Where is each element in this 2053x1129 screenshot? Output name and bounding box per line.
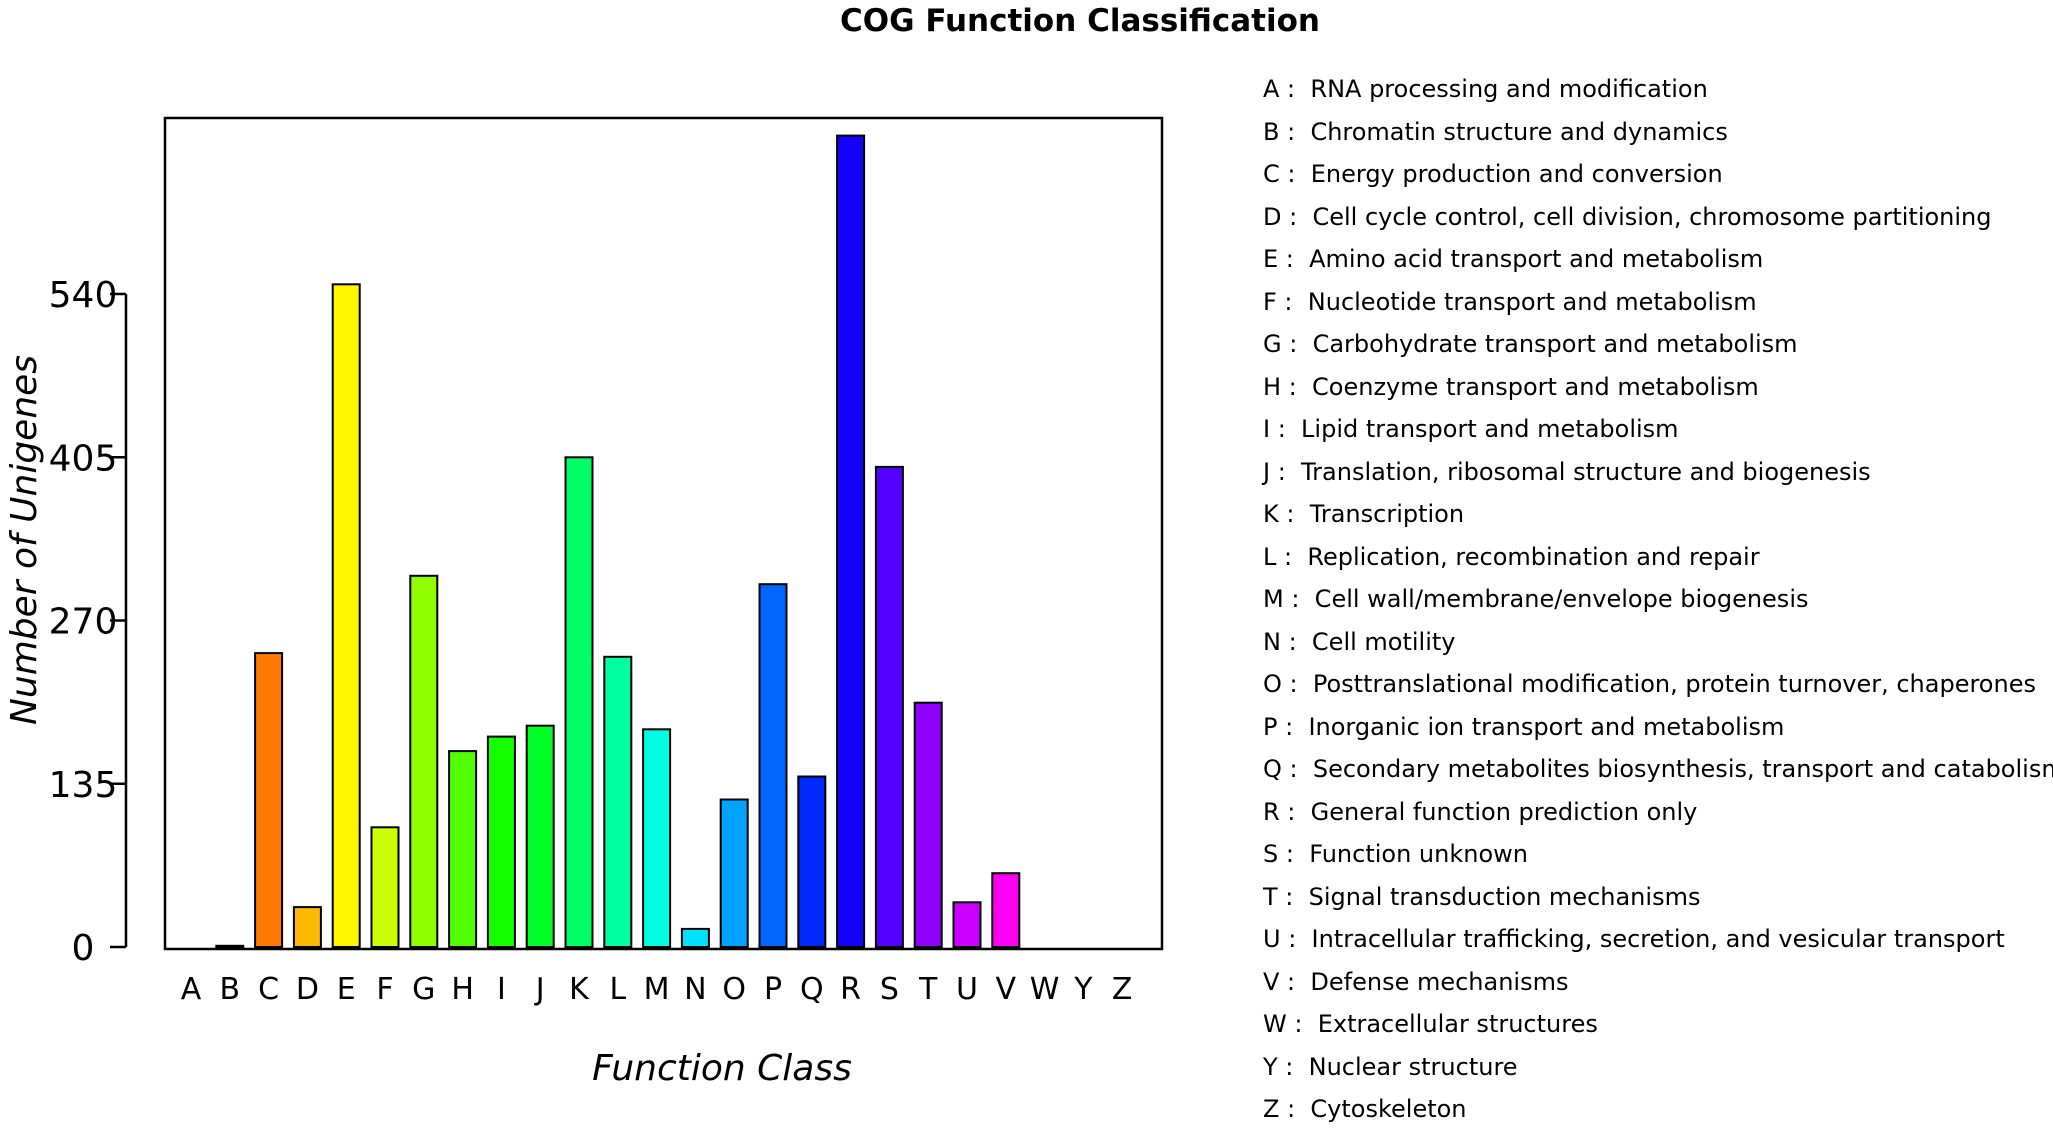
legend-item: R : General function prediction only (1263, 797, 1698, 826)
bar-U (952, 901, 982, 948)
legend-item: P : Inorganic ion transport and metaboli… (1263, 712, 1785, 741)
bar-G (409, 574, 439, 948)
x-tick-label: I (497, 972, 506, 1007)
y-tick-label: 540 (49, 275, 118, 316)
x-tick-label: S (880, 972, 899, 1007)
bar-I (486, 735, 516, 948)
y-tick-label: 405 (49, 438, 118, 479)
legend-item: K : Transcription (1263, 500, 1465, 528)
x-axis-label: Function Class (592, 1048, 852, 1089)
bar-S (874, 465, 904, 948)
bar-E (331, 283, 361, 948)
x-tick-label: Q (800, 972, 824, 1007)
bar-V (991, 872, 1021, 949)
legend-item: T : Signal transduction mechanisms (1263, 882, 1701, 911)
legend-item: D : Cell cycle control, cell division, c… (1263, 202, 1992, 231)
y-tick-label: 270 (49, 602, 118, 643)
legend-item: C : Energy production and conversion (1263, 160, 1723, 188)
legend-item: G : Carbohydrate transport and metabolis… (1263, 330, 1798, 358)
bars-group (215, 134, 1021, 949)
x-tick-label: M (644, 972, 670, 1007)
bar-F (370, 826, 400, 948)
bar-R (836, 134, 866, 949)
y-axis: 0 135 270 405 540 (49, 275, 128, 969)
legend-item: M : Cell wall/membrane/envelope biogenes… (1263, 585, 1809, 613)
x-tick-label: P (764, 972, 782, 1007)
x-tick-label: L (609, 972, 626, 1007)
x-tick-label: C (258, 972, 279, 1007)
bar-L (603, 655, 633, 948)
x-tick-label: H (451, 972, 474, 1007)
x-tick-label: F (376, 972, 393, 1007)
bar-B (215, 944, 245, 948)
legend-item: S : Function unknown (1263, 840, 1528, 868)
x-tick-label: W (1030, 972, 1060, 1007)
y-axis-label: Number of Unigenes (4, 355, 45, 725)
legend-item: E : Amino acid transport and metabolism (1263, 245, 1764, 273)
x-tick-label: J (534, 972, 545, 1007)
x-tick-label: A (181, 972, 202, 1007)
bar-H (448, 750, 478, 948)
legend-item: Q : Secondary metabolites biosynthesis, … (1263, 755, 2053, 783)
plot-frame (163, 116, 1164, 951)
x-tick-label: T (918, 972, 938, 1007)
legend-item: Y : Nuclear structure (1263, 1052, 1518, 1081)
x-tick-label: E (337, 972, 356, 1007)
bar-K (564, 456, 594, 949)
x-tick-label: K (569, 972, 590, 1007)
x-tick-label: Z (1112, 972, 1133, 1007)
bar-J (525, 724, 555, 949)
x-tick-label: U (956, 972, 978, 1007)
x-tick-label: N (684, 972, 706, 1007)
bar-C (254, 652, 284, 948)
y-tick-label: 0 (72, 928, 95, 969)
bar-D (292, 906, 322, 948)
legend-item: N : Cell motility (1263, 627, 1456, 656)
legend-item: U : Intracellular trafficking, secretion… (1263, 925, 2005, 953)
x-tick-label: G (412, 972, 435, 1007)
x-tick-label: V (996, 972, 1017, 1007)
legend-item: H : Coenzyme transport and metabolism (1263, 372, 1759, 401)
legend-item: L : Replication, recombination and repai… (1263, 542, 1760, 571)
x-tick-label: B (220, 972, 241, 1007)
y-tick-label: 135 (49, 765, 118, 806)
legend-item: W : Extracellular structures (1263, 1010, 1598, 1038)
chart-title: COG Function Classification (840, 3, 1320, 39)
x-tick-label: D (296, 972, 319, 1007)
bar-T (913, 701, 943, 949)
bar-O (719, 798, 749, 948)
bar-P (758, 583, 788, 948)
bar-M (642, 728, 672, 948)
legend-item: I : Lipid transport and metabolism (1263, 415, 1679, 443)
bar-Q (797, 775, 827, 948)
legend-item: V : Defense mechanisms (1263, 967, 1569, 996)
bar-N (680, 927, 710, 949)
legend-item: Z : Cytoskeleton (1263, 1095, 1467, 1123)
x-tick-label: R (840, 972, 861, 1007)
legend-item: B : Chromatin structure and dynamics (1263, 117, 1728, 146)
legend-item: F : Nucleotide transport and metabolism (1263, 287, 1757, 316)
x-tick-label: Y (1073, 972, 1093, 1007)
legend-item: O : Posttranslational modification, prot… (1263, 670, 2036, 698)
legend-item: A : RNA processing and modification (1263, 75, 1708, 103)
legend-item: J : Translation, ribosomal structure and… (1263, 457, 1871, 486)
x-tick-label: O (722, 972, 746, 1007)
